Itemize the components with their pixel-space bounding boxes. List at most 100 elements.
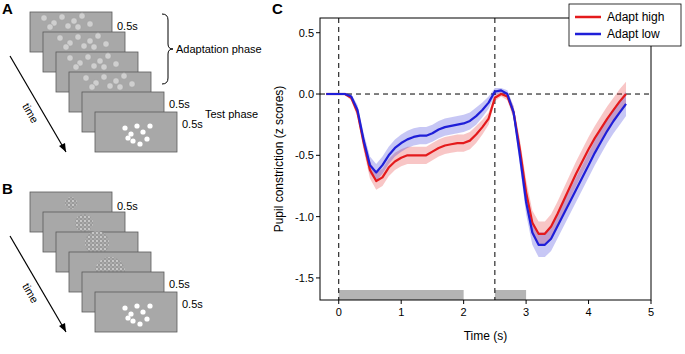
adapt-dot <box>65 23 71 29</box>
panel-a: Atime 0.5s 0.5s 0.5s Adaptation phase Test ph… <box>2 0 262 152</box>
test-dot <box>147 123 152 128</box>
test-dot <box>144 316 149 321</box>
y-axis-label: Pupil constriction (z scores) <box>272 86 286 233</box>
adapt-dot <box>89 84 95 90</box>
adapt-dot <box>71 18 77 24</box>
test-label: Test phase <box>205 108 258 120</box>
y-tick-label: 0.5 <box>299 27 314 39</box>
y-tick <box>316 32 320 33</box>
test-dot <box>140 309 145 314</box>
x-tick <box>588 300 589 304</box>
y-tick-label: -1.0 <box>295 211 314 223</box>
test-dot <box>137 321 142 326</box>
legend-box <box>569 4 681 46</box>
screen <box>95 292 177 332</box>
screen-frame <box>95 292 177 332</box>
texture-patch <box>65 197 77 209</box>
legend-label: Adapt low <box>607 27 660 41</box>
time-label: time <box>20 281 41 305</box>
adapt-dot <box>75 34 81 40</box>
reference-line <box>320 94 651 95</box>
adapt-dot <box>113 61 119 67</box>
y-tick <box>316 216 320 217</box>
test-dot <box>134 123 139 128</box>
test-dot <box>130 318 135 323</box>
adapt-dot <box>67 55 73 61</box>
screen <box>95 112 177 152</box>
x-tick <box>526 300 527 304</box>
x-axis-label: Time (s) <box>464 329 508 343</box>
y-tick-label: -0.5 <box>295 149 314 161</box>
y-tick <box>316 94 320 95</box>
adapt-dot <box>107 83 113 89</box>
adapt-dot <box>47 24 53 30</box>
series-line <box>326 90 626 244</box>
adapt-dot <box>63 44 69 50</box>
event-line <box>338 18 339 300</box>
event-line <box>494 18 495 300</box>
test-dot <box>122 305 127 310</box>
test-dot <box>137 141 142 146</box>
screen-frame <box>95 112 177 152</box>
adapt-dot <box>87 21 93 27</box>
adapt-dot <box>129 81 135 87</box>
time-label: time <box>20 101 41 125</box>
panel-label: B <box>2 180 13 197</box>
y-tick <box>316 277 320 278</box>
test-dot <box>125 315 130 320</box>
adapt-dot <box>85 54 91 60</box>
adapt-dot <box>97 58 103 64</box>
adapt-dot <box>113 78 119 84</box>
adapt-dot <box>121 73 127 79</box>
x-tick-label: 4 <box>585 306 591 318</box>
panel-label: A <box>2 0 13 17</box>
test-dot <box>130 138 135 143</box>
arrow-head <box>59 323 66 332</box>
x-tick-label: 0 <box>336 306 342 318</box>
x-tick-label: 1 <box>398 306 404 318</box>
test-dot <box>125 135 130 140</box>
adapt-dot <box>91 44 97 50</box>
legend-label: Adapt high <box>607 10 664 24</box>
phase-label: Adaptation phase <box>176 43 262 55</box>
x-tick <box>463 300 464 304</box>
adapt-dot <box>41 15 47 21</box>
adapt-dot <box>117 84 123 90</box>
texture-patch <box>75 214 93 232</box>
chart: C 0 1 2 3 4 5 0.5 0.0 -0.5 -1.0 -1.5 Time (s) Pupil c… <box>272 0 681 343</box>
test-dot <box>144 136 149 141</box>
texture-patch <box>85 231 109 255</box>
adapt-dot <box>103 41 109 47</box>
adapt-dot <box>81 43 87 49</box>
phase-bracket <box>162 14 173 84</box>
x-tick-label: 3 <box>523 306 529 318</box>
adapt-dot <box>83 75 89 81</box>
y-tick-label: -1.5 <box>295 272 314 284</box>
adapt-dot <box>79 13 85 19</box>
legend-swatch <box>575 16 601 19</box>
legend: Adapt high Adapt low <box>569 4 681 46</box>
adapt-dot <box>95 33 101 39</box>
panel-label: C <box>272 0 283 17</box>
y-tick <box>316 155 320 156</box>
x-tick-label: 2 <box>461 306 467 318</box>
adapt-dot <box>73 64 79 70</box>
adapt-dot <box>59 14 65 20</box>
arrow-head <box>59 143 66 152</box>
duration-label: 0.5s <box>182 118 203 130</box>
test-dot <box>122 125 127 130</box>
duration-label: 0.5s <box>117 20 138 32</box>
duration-label: 0.5s <box>182 298 203 310</box>
test-dot <box>140 129 145 134</box>
plot-frame <box>320 18 651 300</box>
duration-label: 0.5s <box>169 98 190 110</box>
plot-area <box>320 18 651 300</box>
adapt-dot <box>105 53 111 59</box>
adapt-dot <box>101 74 107 80</box>
adapt-dot <box>75 24 81 30</box>
test-dot <box>134 303 139 308</box>
adapt-dot <box>57 35 63 41</box>
y-tick-label: 0.0 <box>299 88 314 100</box>
error-band <box>326 88 626 257</box>
x-tick-label: 5 <box>648 306 654 318</box>
